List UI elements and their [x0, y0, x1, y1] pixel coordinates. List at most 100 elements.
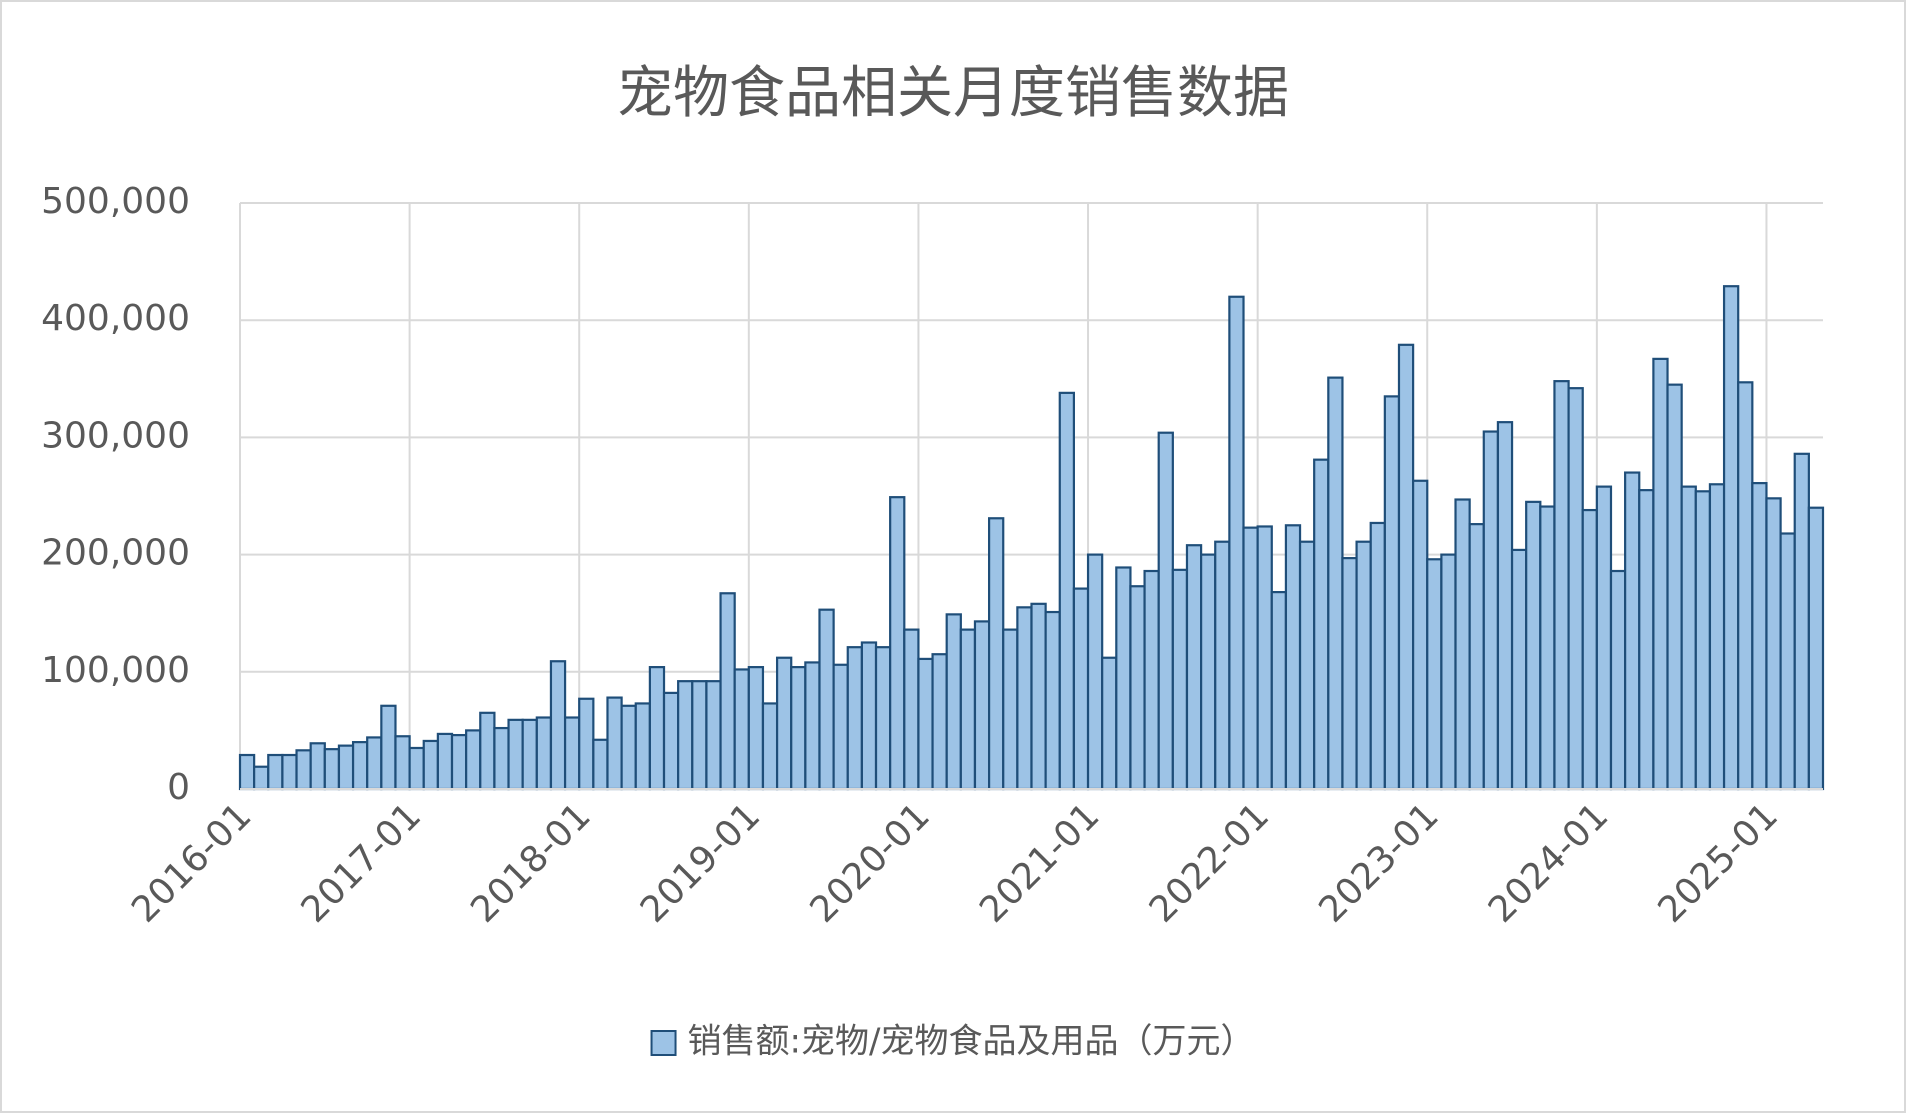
bar — [705, 680, 722, 791]
bar — [1751, 482, 1768, 791]
bar — [818, 608, 835, 791]
bar — [1652, 357, 1669, 791]
bar — [1284, 524, 1302, 791]
bar — [493, 726, 510, 791]
bar — [691, 680, 708, 791]
y-tick-label: 400,000 — [41, 298, 190, 339]
bar — [1298, 540, 1316, 791]
bar — [1779, 532, 1796, 791]
bar — [1058, 391, 1076, 791]
bar — [1807, 506, 1825, 791]
bar — [1708, 483, 1726, 791]
bar — [351, 741, 369, 791]
y-tick-label: 300,000 — [41, 415, 190, 456]
bar — [1327, 376, 1344, 791]
bar — [790, 666, 807, 791]
bar — [408, 746, 425, 791]
bar — [450, 733, 468, 791]
bar — [238, 753, 256, 791]
bar — [775, 656, 793, 791]
bar — [1256, 525, 1273, 791]
bar — [903, 628, 920, 791]
bar — [1737, 381, 1754, 791]
bar — [1101, 656, 1118, 791]
bar — [987, 517, 1005, 791]
bar — [1624, 471, 1641, 791]
bar — [578, 697, 595, 791]
bar — [606, 696, 623, 791]
bar — [535, 716, 553, 791]
bar — [1525, 500, 1542, 791]
bar — [1115, 566, 1132, 791]
bar — [846, 646, 863, 791]
bar — [592, 738, 609, 791]
bar — [945, 613, 962, 791]
bar — [761, 702, 779, 791]
bar — [1468, 523, 1485, 791]
bar — [267, 753, 284, 791]
bar — [917, 657, 934, 791]
bar — [634, 702, 651, 791]
bar — [1214, 540, 1231, 791]
bar — [1454, 498, 1471, 791]
bar — [1072, 587, 1090, 791]
bar — [648, 666, 666, 791]
bar — [1383, 395, 1401, 791]
bar — [1609, 569, 1627, 791]
bar — [1553, 380, 1570, 791]
bar — [1638, 489, 1655, 791]
bar — [1765, 497, 1782, 791]
bar — [1157, 431, 1174, 791]
bar — [1270, 591, 1288, 791]
bar — [295, 749, 312, 791]
bar — [620, 704, 637, 791]
bar — [1044, 610, 1061, 791]
chart-title: 宠物食品相关月度销售数据 — [617, 61, 1289, 126]
bar — [1510, 548, 1528, 791]
bar — [563, 716, 581, 791]
bar — [521, 718, 538, 791]
y-tick-label: 100,000 — [41, 650, 190, 691]
bar — [1426, 558, 1443, 791]
bar — [1355, 540, 1372, 791]
bar — [1171, 568, 1189, 791]
bar — [874, 646, 892, 791]
bar — [1581, 508, 1598, 791]
bar — [1595, 485, 1613, 791]
bar — [677, 680, 694, 791]
bar — [479, 711, 496, 791]
bar — [1482, 430, 1500, 791]
bar — [1793, 452, 1810, 791]
bar — [436, 732, 454, 791]
bar — [394, 735, 411, 791]
bar — [1185, 544, 1203, 791]
bar — [337, 744, 355, 791]
bar — [804, 661, 821, 791]
bar — [719, 592, 736, 791]
bar — [1666, 383, 1683, 791]
bar — [662, 691, 680, 791]
bar — [323, 748, 341, 791]
bar — [1242, 526, 1259, 791]
bar — [973, 620, 991, 791]
bar — [309, 742, 326, 791]
bar — [1086, 553, 1104, 791]
bar — [889, 496, 906, 791]
bar — [1016, 606, 1033, 791]
bar — [1228, 295, 1245, 791]
bar — [1143, 569, 1160, 791]
bar — [549, 660, 567, 791]
bar — [931, 653, 948, 791]
bar — [860, 641, 878, 791]
bar — [380, 704, 397, 791]
bar — [1539, 505, 1556, 791]
bar — [1030, 602, 1047, 791]
bar — [1694, 490, 1712, 791]
bar — [422, 739, 439, 791]
bar — [1341, 557, 1358, 791]
y-tick-label: 0 — [167, 767, 190, 808]
bar — [1200, 553, 1217, 791]
